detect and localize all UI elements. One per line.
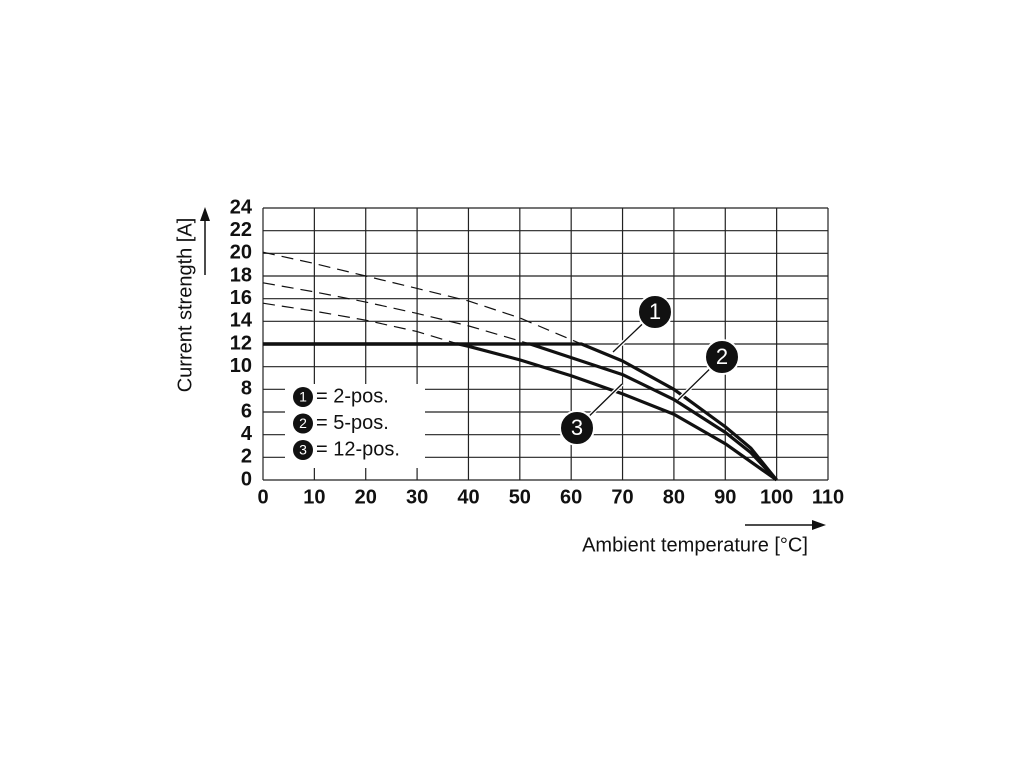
y-tick-label: 22 (230, 219, 252, 241)
y-tick-label: 24 (230, 196, 253, 218)
y-tick-label: 6 (241, 400, 252, 422)
callout-circle (559, 410, 595, 446)
x-tick-label: 40 (457, 486, 479, 508)
y-tick-label: 10 (230, 355, 252, 377)
y-tick-label: 8 (241, 378, 252, 400)
legend-marker (293, 387, 313, 407)
x-tick-label: 80 (663, 486, 685, 508)
legend-label: = 5-pos. (316, 412, 389, 434)
x-axis-title: Ambient temperature [°C] (582, 534, 808, 556)
legend-marker-label: 1 (299, 389, 307, 405)
y-axis-title: Current strength [A] (174, 218, 196, 393)
y-tick-label: 2 (241, 446, 252, 468)
y-tick-label: 16 (230, 287, 252, 309)
legend-marker (293, 440, 313, 460)
legend-label: = 12-pos. (316, 438, 400, 460)
callout-label: 2 (716, 344, 728, 369)
callout-label: 1 (649, 299, 661, 324)
y-tick-label: 14 (230, 310, 253, 332)
dashed-line (262, 282, 531, 345)
x-tick-label: 100 (760, 486, 793, 508)
dashed-line (262, 302, 459, 345)
x-tick-label: 20 (355, 486, 377, 508)
x-tick-label: 0 (257, 486, 268, 508)
x-tick-label: 70 (611, 486, 633, 508)
y-tick-label: 12 (230, 332, 252, 354)
x-axis-arrowhead (812, 520, 826, 530)
callout-circle (704, 339, 740, 375)
y-tick-label: 0 (241, 468, 252, 490)
y-tick-label: 4 (241, 423, 253, 445)
x-tick-label: 10 (303, 486, 325, 508)
legend-marker (293, 413, 313, 434)
series-line (263, 342, 778, 482)
y-axis-arrowhead (200, 207, 210, 221)
legend-label: = 2-pos. (316, 385, 389, 407)
x-tick-label: 110 (812, 486, 844, 508)
x-tick-label: 50 (509, 486, 531, 508)
dashed-line (262, 251, 582, 345)
series-line (263, 342, 778, 482)
callout-circle (637, 294, 673, 330)
y-tick-label: 18 (230, 264, 252, 286)
x-tick-label: 90 (714, 486, 736, 508)
x-tick-label: 60 (560, 486, 582, 508)
legend-marker-label: 3 (299, 442, 307, 458)
x-tick-label: 30 (406, 486, 428, 508)
legend-marker-label: 2 (299, 415, 307, 431)
callout-label: 3 (571, 415, 583, 440)
y-tick-label: 20 (230, 242, 252, 264)
